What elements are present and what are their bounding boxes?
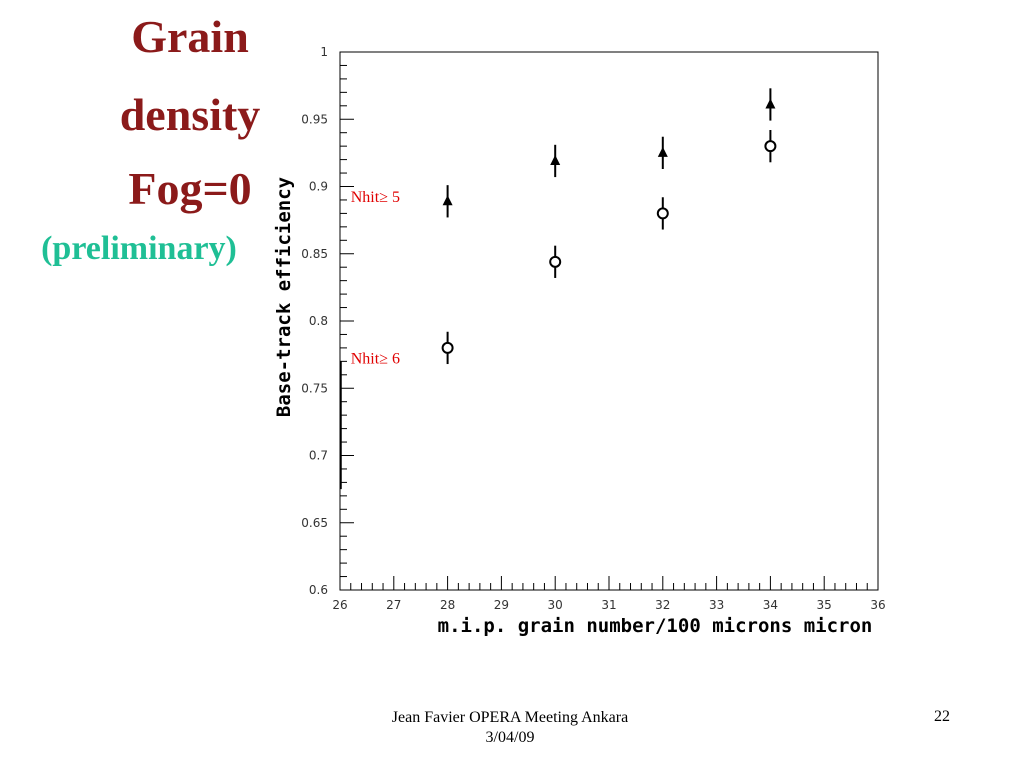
subtitle-preliminary: (preliminary) <box>41 230 237 267</box>
y-tick-label: 0.85 <box>301 247 328 261</box>
y-tick-label: 0.6 <box>309 583 328 597</box>
data-point-triangle <box>442 195 453 206</box>
plot-frame <box>339 51 879 591</box>
y-tick-label: 0.95 <box>301 112 328 126</box>
y-tick-label: 0.9 <box>309 180 328 194</box>
data-point-circle <box>764 140 777 153</box>
y-tick-label: 0.8 <box>309 314 328 328</box>
data-point-triangle <box>765 98 776 109</box>
x-tick-label: 26 <box>332 598 347 612</box>
data-point-circle <box>656 207 669 220</box>
data-point-triangle <box>550 154 561 165</box>
title-line-density: density <box>119 89 261 140</box>
y-axis-label: Base-track efficiency <box>273 177 295 417</box>
data-point-circle <box>549 255 562 268</box>
x-tick-label: 31 <box>601 598 616 612</box>
x-tick-label: 30 <box>548 598 563 612</box>
annotation-nhit-5: Nhit≥ 5 <box>351 189 400 206</box>
y-tick-label: 1 <box>320 45 328 59</box>
x-tick-label: 28 <box>440 598 455 612</box>
x-tick-label: 33 <box>709 598 724 612</box>
y-tick-label: 0.75 <box>301 381 328 395</box>
footer-line-2: 3/04/09 <box>485 729 535 746</box>
annotation-nhit-6: Nhit≥ 6 <box>351 350 400 367</box>
x-tick-label: 34 <box>763 598 778 612</box>
y-tick-label: 0.7 <box>309 449 328 463</box>
axes: 26 27 28 29 30 31 32 33 34 35 36 0.6 0.65 0.7 0.75 0.8 0… <box>301 45 885 612</box>
x-tick-label: 32 <box>655 598 670 612</box>
data-point-triangle <box>657 146 668 157</box>
title-line-fog: Fog=0 <box>128 163 252 214</box>
footer: Jean Favier OPERA Meeting Ankara 3/04/09 <box>340 708 680 748</box>
y-tick-label: 0.65 <box>301 516 328 530</box>
x-tick-label: 27 <box>386 598 401 612</box>
page-number: 22 <box>934 708 950 725</box>
data-marks <box>340 88 777 490</box>
x-tick-label: 29 <box>494 598 509 612</box>
x-tick-label: 36 <box>870 598 885 612</box>
data-point-circle <box>441 341 454 354</box>
footer-line-1: Jean Favier OPERA Meeting Ankara <box>391 709 629 726</box>
title-line-grain: Grain <box>131 11 249 62</box>
x-tick-label: 35 <box>817 598 832 612</box>
x-axis-label: m.i.p. grain number/100 microns micron <box>438 615 873 637</box>
